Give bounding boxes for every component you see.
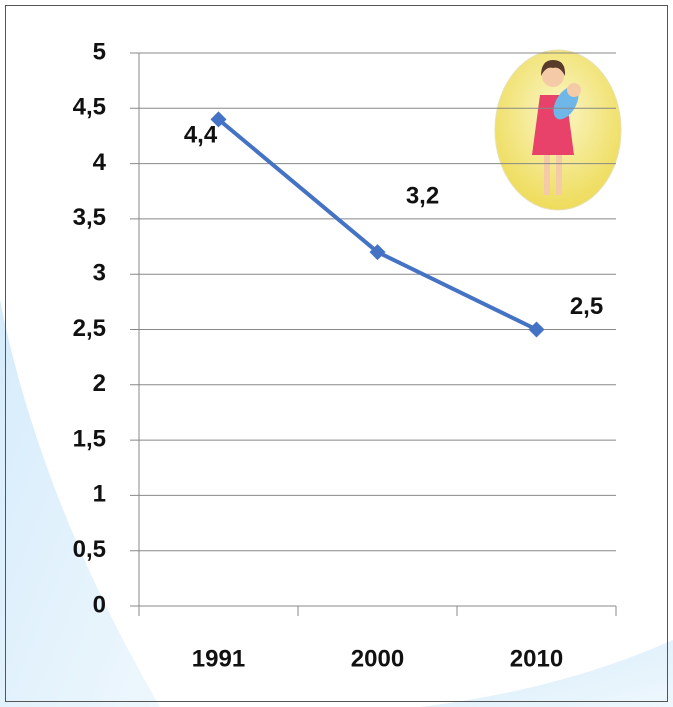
y-tick-label: 4 bbox=[93, 149, 107, 176]
y-tick-label: 1 bbox=[93, 481, 106, 508]
data-label: 2,5 bbox=[570, 293, 603, 320]
line bbox=[217, 117, 538, 332]
y-tick-label: 5 bbox=[93, 38, 106, 65]
marker bbox=[369, 244, 386, 261]
y-tick-label: 0 bbox=[93, 591, 106, 618]
marker bbox=[528, 321, 545, 338]
background-swoosh bbox=[420, 640, 673, 707]
x-tick-label: 1991 bbox=[192, 645, 245, 672]
y-tick-label: 3 bbox=[93, 260, 106, 287]
y-tick-label: 1,5 bbox=[73, 425, 106, 452]
x-tick-label: 2000 bbox=[351, 645, 404, 672]
data-label: 4,4 bbox=[184, 122, 218, 149]
y-tick-label: 2,5 bbox=[73, 315, 106, 342]
y-tick-label: 3,5 bbox=[73, 204, 106, 231]
illustration bbox=[494, 49, 622, 211]
y-tick-label: 2 bbox=[93, 370, 106, 397]
y-tick-label: 0,5 bbox=[73, 536, 106, 563]
x-tick-label: 2010 bbox=[510, 645, 563, 672]
data-label: 3,2 bbox=[406, 182, 439, 209]
marker bbox=[210, 111, 227, 128]
background-swoosh bbox=[0, 300, 160, 707]
frame bbox=[5, 5, 668, 702]
y-tick-label: 4,5 bbox=[73, 94, 106, 121]
